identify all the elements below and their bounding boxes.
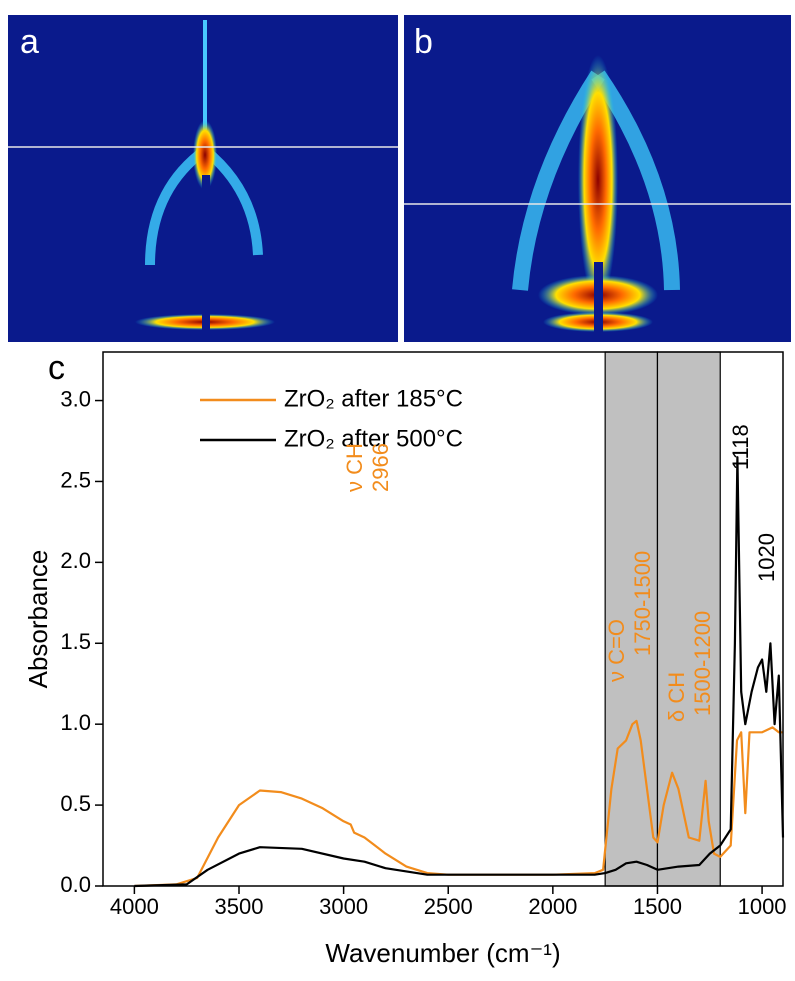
x-tick-label: 4000 (110, 894, 159, 919)
shaded-region (656, 351, 721, 887)
panel-b-image (404, 15, 791, 342)
annotation: δ CH (664, 672, 689, 722)
annotation: ν CH (342, 443, 367, 492)
panel-a-image (8, 15, 398, 342)
annotation: ν C=O (604, 619, 629, 682)
panel-label: b (414, 23, 433, 61)
annotation: 1750-1500 (630, 551, 655, 656)
x-tick-label: 2500 (424, 894, 473, 919)
x-tick-label: 3500 (215, 894, 264, 919)
y-tick-label: 1.0 (60, 710, 91, 735)
y-tick-label: 1.5 (60, 629, 91, 654)
x-tick-label: 1500 (633, 894, 682, 919)
legend-label: ZrO₂ after 185°C (284, 385, 463, 412)
annotation: 1500-1200 (690, 611, 715, 716)
legend-label: ZrO₂ after 500°C (284, 425, 463, 452)
plot-frame (102, 351, 784, 887)
y-axis-label: Absorbance (23, 550, 53, 689)
y-tick-label: 2.5 (60, 467, 91, 492)
annotation: 1118 (728, 424, 753, 470)
y-tick-label: 3.0 (60, 386, 91, 411)
x-tick-label: 2000 (528, 894, 577, 919)
annotation: 2966 (368, 443, 393, 492)
y-tick-label: 2.0 (60, 548, 91, 573)
x-axis-label: Wavenumber (cm⁻¹) (325, 938, 560, 968)
x-tick-label: 1000 (738, 894, 787, 919)
y-tick-label: 0.0 (60, 872, 91, 897)
data-line (134, 456, 785, 888)
y-tick-label: 0.5 (60, 791, 91, 816)
panel-label: a (20, 23, 39, 61)
panel-label: c (48, 349, 65, 387)
x-tick-label: 3000 (319, 894, 368, 919)
annotation: 1020 (754, 533, 779, 582)
